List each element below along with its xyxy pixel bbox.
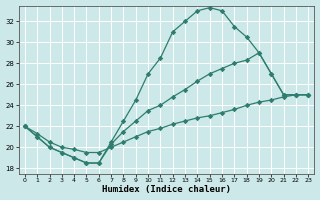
X-axis label: Humidex (Indice chaleur): Humidex (Indice chaleur) xyxy=(102,185,231,194)
